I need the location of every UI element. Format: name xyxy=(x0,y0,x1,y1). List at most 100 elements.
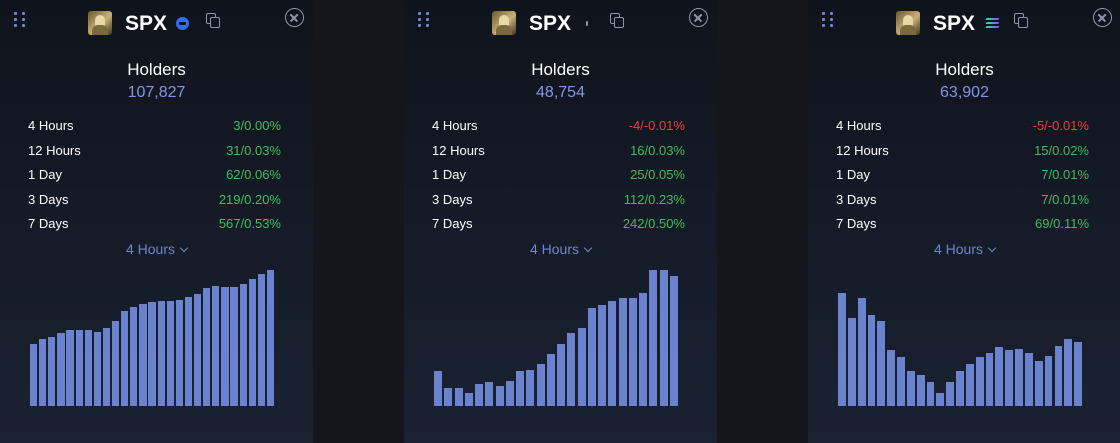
chart-bar xyxy=(248,278,256,406)
stat-row: 3 Days 7/0.01% xyxy=(836,191,1089,216)
panel-title: Holders xyxy=(127,60,186,79)
chart-bar xyxy=(965,364,974,406)
panel-header: SPX xyxy=(0,0,313,46)
token-avatar xyxy=(88,11,112,35)
chart-bar xyxy=(546,354,555,406)
solana-icon xyxy=(985,18,1000,29)
chart-bar xyxy=(1034,361,1043,406)
stat-row: 3 Days 219/0.20% xyxy=(28,191,281,216)
stat-row: 12 Hours 31/0.03% xyxy=(28,142,281,167)
holders-panel-2: SPX Holders 48,754 4 Hours -4/-0.01% 12 H… xyxy=(404,0,717,443)
token-avatar xyxy=(896,11,920,35)
chart-bar xyxy=(454,387,463,406)
chart-bar xyxy=(946,382,955,406)
chart-bar xyxy=(628,298,637,406)
ethereum-icon xyxy=(585,17,591,30)
holders-bar-chart xyxy=(434,266,680,406)
chart-bar xyxy=(1064,338,1073,406)
copy-icon[interactable] xyxy=(610,13,624,28)
chart-bar xyxy=(139,303,147,406)
chart-bar xyxy=(464,393,473,406)
chart-bar xyxy=(130,306,138,406)
chart-bar xyxy=(505,380,514,406)
drag-handle-icon[interactable] xyxy=(822,12,834,28)
close-icon[interactable] xyxy=(689,8,708,27)
chart-bar xyxy=(926,382,935,406)
chart-bar xyxy=(157,301,165,406)
chart-bar xyxy=(1054,345,1063,406)
copy-icon[interactable] xyxy=(1014,13,1028,28)
stat-row: 3 Days 112/0.23% xyxy=(432,191,685,216)
timeframe-dropdown[interactable]: 4 Hours xyxy=(808,241,1120,257)
stat-label: 4 Hours xyxy=(28,118,74,133)
chart-bar xyxy=(444,387,453,406)
timeframe-dropdown[interactable]: 4 Hours xyxy=(404,241,717,257)
stat-row: 1 Day 7/0.01% xyxy=(836,166,1089,191)
chart-bar xyxy=(877,320,886,406)
stat-label: 4 Hours xyxy=(836,118,882,133)
chart-bar xyxy=(257,274,266,406)
chart-bar xyxy=(985,352,994,406)
timeframe-dropdown[interactable]: 4 Hours xyxy=(0,241,313,257)
token-symbol[interactable]: SPX xyxy=(125,12,168,35)
stat-label: 7 Days xyxy=(28,216,69,231)
drag-handle-icon[interactable] xyxy=(418,12,430,28)
chevron-down-icon xyxy=(987,243,997,253)
chart-bar xyxy=(212,285,220,406)
chart-bar xyxy=(203,288,211,406)
chevron-down-icon xyxy=(179,243,189,253)
holders-panel-3: SPX Holders 63,902 4 Hours -5/-0.01% 12 H… xyxy=(808,0,1120,443)
chart-bar xyxy=(1044,355,1053,406)
token-symbol[interactable]: SPX xyxy=(933,12,976,35)
stat-value: 219/0.20% xyxy=(218,191,281,207)
chart-bar xyxy=(495,386,504,406)
stat-label: 3 Days xyxy=(432,191,473,207)
chart-bar xyxy=(1005,350,1014,406)
chart-bar xyxy=(669,275,678,406)
chart-bar xyxy=(66,330,74,406)
stat-label: 1 Day xyxy=(836,167,870,182)
chart-bar xyxy=(618,298,627,406)
panel-title: Holders xyxy=(935,60,994,79)
chart-bar xyxy=(239,284,247,406)
holders-total: 48,754 xyxy=(536,84,585,101)
token-symbol[interactable]: SPX xyxy=(529,12,572,35)
chart-bar xyxy=(93,331,102,406)
chart-bar xyxy=(230,287,238,406)
copy-icon[interactable] xyxy=(206,13,220,28)
chart-bar xyxy=(916,375,925,406)
stat-value: 112/0.23% xyxy=(623,191,685,207)
stat-value: 62/0.06% xyxy=(226,167,281,182)
chart-bar xyxy=(639,292,648,406)
chart-bar xyxy=(659,270,668,406)
chart-bar xyxy=(1074,341,1083,406)
chart-bar xyxy=(857,298,866,406)
holders-bar-chart xyxy=(838,266,1084,406)
chart-bar xyxy=(48,337,56,406)
chart-bar xyxy=(847,317,856,406)
chart-bar xyxy=(121,310,129,406)
panel-header: SPX xyxy=(808,0,1120,46)
stat-label: 3 Days xyxy=(28,191,69,207)
stats-list: 4 Hours -4/-0.01% 12 Hours 16/0.03% 1 Day 2… xyxy=(432,117,685,240)
chart-bar xyxy=(526,369,535,406)
stat-value: 567/0.53% xyxy=(218,216,281,231)
chart-bar xyxy=(936,393,945,406)
holders-panel-1: SPX Holders 107,827 4 Hours 3/0.00% 12 Ho… xyxy=(0,0,313,443)
stat-label: 1 Day xyxy=(432,167,466,182)
stats-list: 4 Hours -5/-0.01% 12 Hours 15/0.02% 1 Day 7… xyxy=(836,117,1089,240)
chart-bar xyxy=(867,315,876,406)
chart-bar xyxy=(75,330,83,406)
chart-bar xyxy=(838,292,846,406)
chart-bar xyxy=(577,327,586,406)
drag-handle-icon[interactable] xyxy=(14,12,26,28)
close-icon[interactable] xyxy=(1093,8,1112,27)
token-avatar xyxy=(492,11,516,35)
stat-row: 4 Hours -5/-0.01% xyxy=(836,117,1089,142)
chart-bar xyxy=(30,344,38,406)
chart-bar xyxy=(475,383,484,406)
chart-bar xyxy=(516,371,525,406)
close-icon[interactable] xyxy=(285,8,304,27)
chart-bar xyxy=(485,382,494,406)
chart-bar xyxy=(175,299,184,406)
